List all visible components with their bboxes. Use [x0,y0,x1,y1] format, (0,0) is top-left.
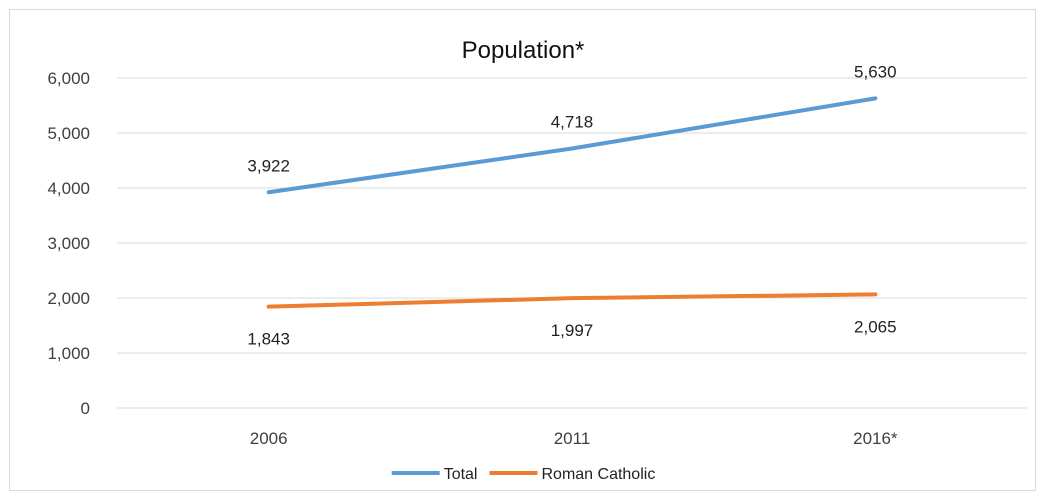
x-tick-label: 2006 [250,429,288,448]
data-labels: 3,922 4,718 5,630 1,843 1,997 2,065 [247,62,896,348]
data-label: 2,065 [854,317,897,336]
data-label: 3,922 [247,156,290,175]
x-axis-tick-labels: 2006 2011 2016* [250,429,898,448]
data-label: 1,997 [551,321,594,340]
data-label: 1,843 [247,330,290,349]
y-tick-label: 4,000 [47,179,90,198]
data-label: 5,630 [854,62,897,81]
series-line-roman-catholic [266,292,878,309]
y-axis-tick-labels: 0 1,000 2,000 3,000 4,000 5,000 6,000 [47,69,90,418]
chart-area: Population* 0 1,000 2,000 3,000 4,000 5,000 6,… [9,9,1036,491]
chart-title: Population* [462,37,585,64]
x-tick-label: 2016* [853,429,898,448]
y-tick-label: 1,000 [47,344,90,363]
y-tick-label: 2,000 [47,289,90,308]
x-tick-label: 2011 [554,429,591,448]
legend-label: Roman Catholic [541,466,655,483]
legend: Total Roman Catholic [391,466,655,483]
series-lines [266,96,878,309]
y-tick-label: 0 [81,399,90,418]
y-tick-label: 5,000 [47,124,90,143]
data-label: 4,718 [551,113,594,132]
series-line-total [266,96,878,195]
line-chart: Population* 0 1,000 2,000 3,000 4,000 5,000 6,… [47,37,1027,483]
y-tick-label: 6,000 [47,69,90,88]
y-tick-label: 3,000 [47,234,90,253]
legend-item-roman-catholic: Roman Catholic [489,466,655,483]
legend-item-total: Total [391,466,478,483]
legend-label: Total [444,466,478,483]
